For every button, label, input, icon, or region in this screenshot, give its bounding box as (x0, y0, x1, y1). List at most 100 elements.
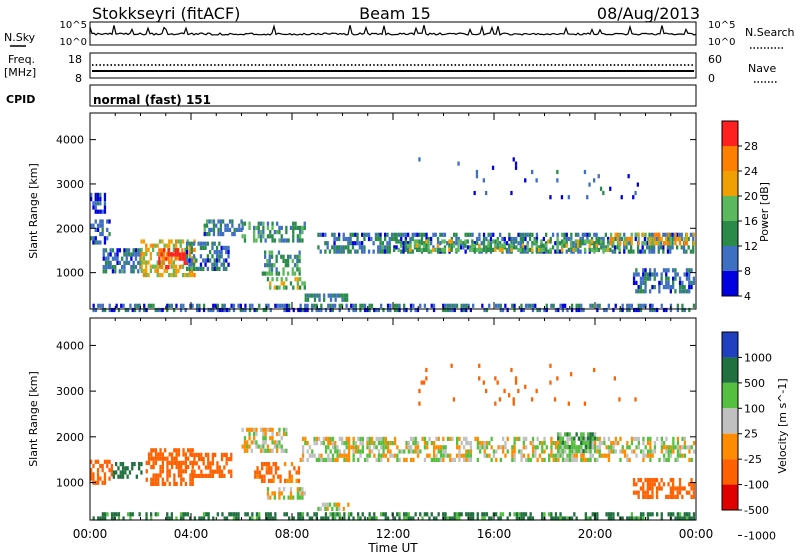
heatmap-cell (660, 436, 663, 441)
heatmap-cell (266, 221, 270, 226)
heatmap-cell (519, 236, 522, 242)
heatmap-cell (404, 247, 407, 252)
heatmap-cell (659, 245, 663, 250)
heatmap-cell (132, 269, 135, 274)
heatmap-cell (660, 478, 663, 483)
heatmap-cell (338, 502, 341, 507)
heatmap-cell (527, 457, 530, 462)
heatmap-cell (202, 258, 205, 263)
heatmap-cell (106, 463, 109, 469)
heatmap-cell (226, 227, 229, 232)
heatmap-cell (334, 293, 337, 298)
heatmap-cell (528, 232, 532, 237)
heatmap-cell (104, 269, 108, 274)
heatmap-cell (623, 249, 626, 254)
heatmap-cell (193, 461, 196, 466)
heatmap-cell (382, 449, 385, 454)
heatmap-cell (193, 469, 196, 474)
heatmap-cell (292, 307, 295, 313)
heatmap-cell (591, 436, 594, 441)
heatmap-cell (285, 431, 288, 437)
heatmap-cell (189, 473, 192, 478)
heatmap-cell (462, 436, 466, 441)
heatmap-cell (669, 445, 673, 450)
heatmap-cell (559, 449, 562, 454)
heatmap-cell (469, 245, 472, 250)
heatmap-cell (180, 469, 183, 474)
heatmap-cell (656, 307, 659, 313)
heatmap-cell (411, 232, 414, 237)
heatmap-cell (299, 307, 302, 313)
heatmap-cell (292, 516, 295, 521)
heatmap-cell (168, 273, 171, 278)
heatmap-cell (99, 219, 102, 224)
heatmap-cell (683, 441, 686, 446)
heatmap-cell (218, 473, 221, 478)
power-colorbar (721, 120, 739, 297)
heatmap-cell (288, 474, 291, 479)
heatmap-cell (467, 453, 470, 458)
heatmap-cell (250, 440, 253, 445)
heatmap-cell (683, 436, 686, 441)
heatmap-cell (131, 462, 134, 467)
heatmap-cell (388, 241, 391, 246)
heatmap-cell (117, 512, 121, 517)
heatmap-cell (331, 441, 335, 446)
heatmap-cell (301, 225, 304, 230)
heatmap-cell (465, 512, 468, 517)
heatmap-cell (646, 512, 650, 517)
heatmap-cell (306, 512, 309, 517)
heatmap-cell (202, 516, 206, 521)
heatmap-cell (598, 441, 601, 446)
heatmap-cell (375, 307, 378, 313)
heatmap-cell (354, 445, 358, 450)
heatmap-cell (658, 289, 661, 294)
heatmap-cell (130, 252, 133, 257)
heatmap-cell (208, 219, 211, 224)
heatmap-cell (386, 241, 389, 246)
heatmap-cell (612, 241, 615, 246)
heatmap-cell (692, 232, 695, 237)
heatmap-cell (543, 457, 546, 462)
heatmap-cell (215, 254, 219, 259)
heatmap-cell (357, 516, 360, 521)
heatmap-cell (405, 445, 408, 450)
heatmap-cell (173, 481, 176, 486)
heatmap-cell (688, 449, 691, 454)
heatmap-cell (508, 232, 511, 237)
heatmap-cell (186, 512, 190, 517)
heatmap-cell (341, 453, 344, 458)
heatmap-cell (485, 245, 488, 250)
heatmap-cell (324, 241, 327, 246)
heatmap-cell (589, 444, 592, 450)
heatmap-cell (535, 388, 538, 394)
colorbar-tick-label: 100 (744, 402, 765, 415)
heatmap-cell (313, 293, 317, 298)
heatmap-cell (644, 303, 647, 308)
heatmap-cell (370, 436, 374, 441)
heatmap-cell (674, 486, 677, 491)
heatmap-cell (357, 445, 360, 450)
heatmap-cell (102, 265, 105, 270)
heatmap-cell (177, 239, 180, 244)
heatmap-cell (268, 267, 271, 272)
heatmap-cell (579, 243, 582, 248)
heatmap-cell (604, 232, 607, 237)
heatmap-cell (603, 441, 606, 446)
heatmap-cell (266, 495, 270, 500)
heatmap-cell (475, 247, 479, 252)
heatmap-cell (653, 478, 656, 483)
heatmap-cell (324, 457, 328, 462)
heatmap-cell (589, 457, 592, 462)
heatmap-cell (648, 232, 651, 237)
heatmap-cell (651, 272, 654, 277)
heatmap-cell (577, 239, 580, 244)
heatmap-cell (427, 243, 430, 248)
heatmap-cell (648, 249, 651, 254)
heatmap-cell (130, 256, 133, 261)
heatmap-cell (279, 478, 282, 483)
heatmap-cell (308, 445, 312, 450)
heatmap-cell (303, 285, 306, 290)
heatmap-cell (554, 249, 557, 254)
heatmap-cell (156, 512, 160, 517)
